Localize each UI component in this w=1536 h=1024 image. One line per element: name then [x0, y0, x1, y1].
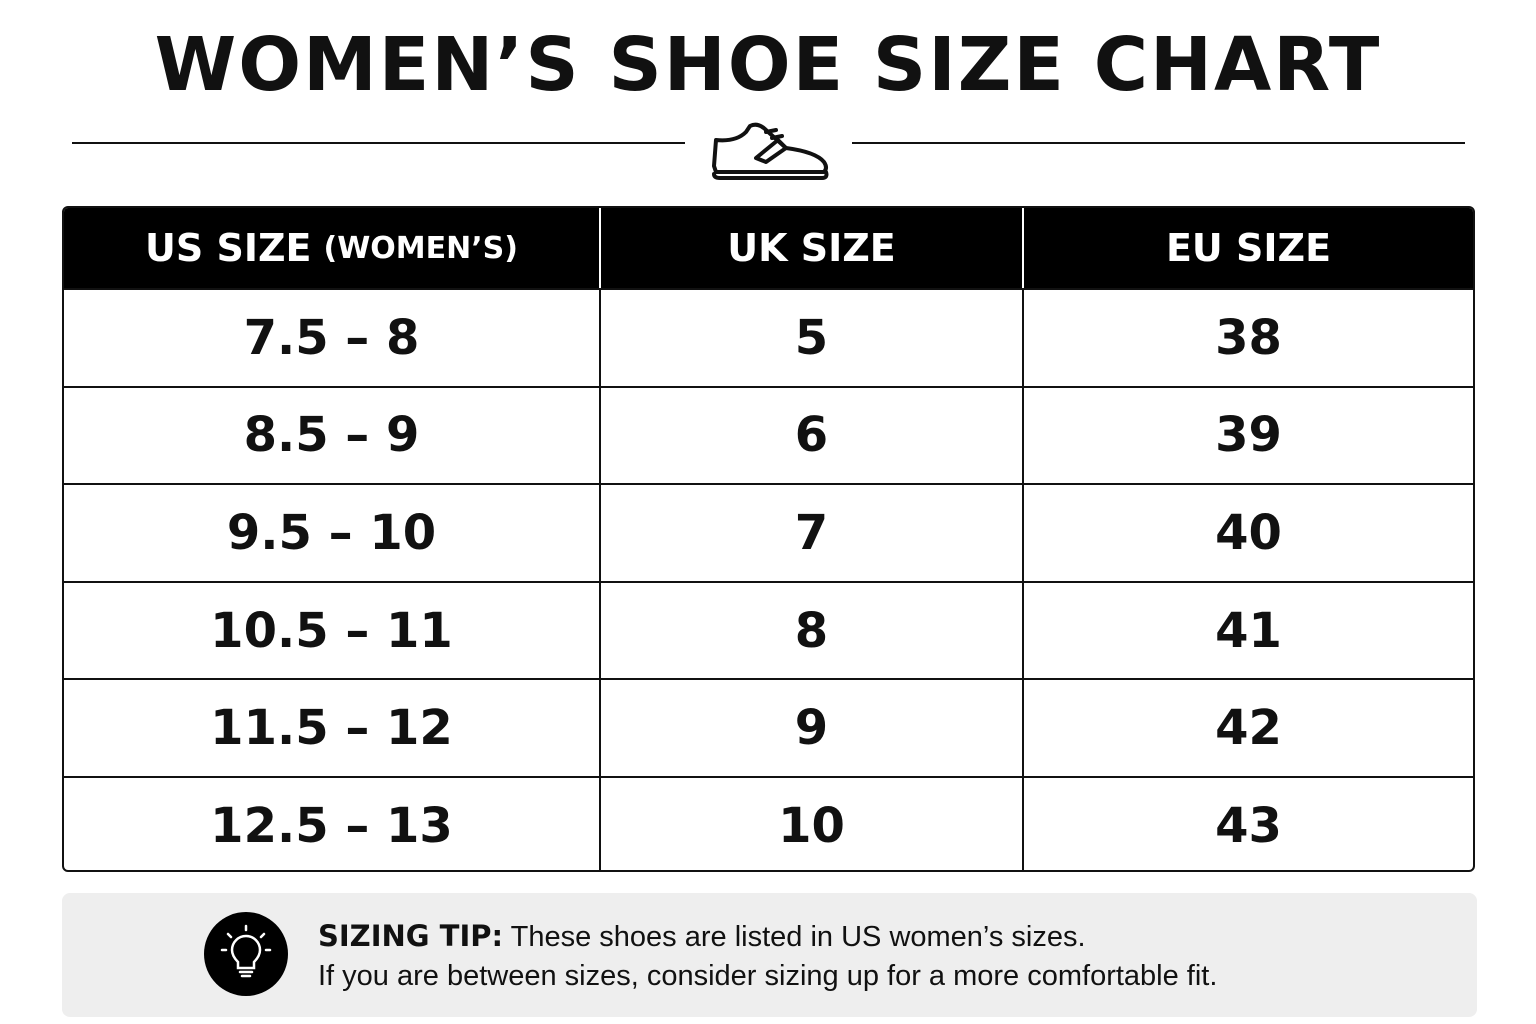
size-row: 7.5 – 8 5 38: [64, 288, 1473, 386]
header-cell: US SIZE (WOMEN’S): [64, 208, 601, 288]
size-row: 8.5 – 9 6 39: [64, 385, 1473, 484]
size-cell: 41: [1215, 602, 1282, 659]
header-row: US SIZE (WOMEN’S) UK SIZE EU SIZE: [64, 208, 1473, 288]
title: WOMEN’S SHOE SIZE CHART: [154, 22, 1382, 108]
size-cell: 7.5 – 8: [64, 290, 601, 386]
size-row: 9.5 – 10 7 40: [64, 483, 1473, 581]
size-cell: 8.5 – 9: [64, 387, 601, 484]
tip-box: SIZING TIP: These shoes are listed in US…: [62, 893, 1477, 1017]
tip-text: SIZING TIP: These shoes are listed in US…: [318, 917, 1217, 996]
size-cell: 11.5 – 12: [64, 680, 601, 776]
size-cell: 12.5 – 13: [64, 777, 601, 870]
header-text: US SIZE: [145, 226, 312, 270]
divider: [852, 142, 1465, 144]
size-cell: 10: [601, 777, 1024, 870]
size-cell: 42: [1215, 700, 1282, 757]
size-cell: 7: [601, 485, 1024, 581]
size-cell: 9: [601, 680, 1024, 776]
size-cell: 9.5 – 10: [64, 485, 601, 581]
shoe-icon: [712, 122, 829, 180]
size-cell: 10.5 – 11: [64, 582, 601, 679]
size-row: 11.5 – 12 9 42: [64, 678, 1473, 776]
size-cell: 5: [601, 290, 1024, 386]
tip-label: SIZING TIP:: [318, 919, 504, 953]
size-cell: 39: [1215, 407, 1282, 464]
size-cell: 6: [601, 387, 1024, 484]
size-row: 12.5 – 13 10 43: [64, 775, 1473, 870]
header-note: (WOMEN’S): [323, 230, 518, 266]
size-cell: 38: [1215, 309, 1282, 366]
bulb-icon: [204, 912, 288, 996]
tip-line: If you are between sizes, consider sizin…: [318, 960, 1218, 992]
header-cell: EU SIZE: [1165, 226, 1332, 270]
size-table: US SIZE (WOMEN’S) UK SIZE EU SIZE 7.5 – 8…: [62, 206, 1475, 872]
size-row: 10.5 – 11 8 41: [64, 580, 1473, 679]
size-cell: 43: [1215, 797, 1282, 854]
size-cell: 40: [1215, 504, 1282, 561]
header-cell: UK SIZE: [601, 208, 1024, 288]
tip-line: These shoes are listed in US women’s siz…: [510, 921, 1086, 953]
size-cell: 8: [601, 582, 1024, 679]
divider: [72, 142, 685, 144]
